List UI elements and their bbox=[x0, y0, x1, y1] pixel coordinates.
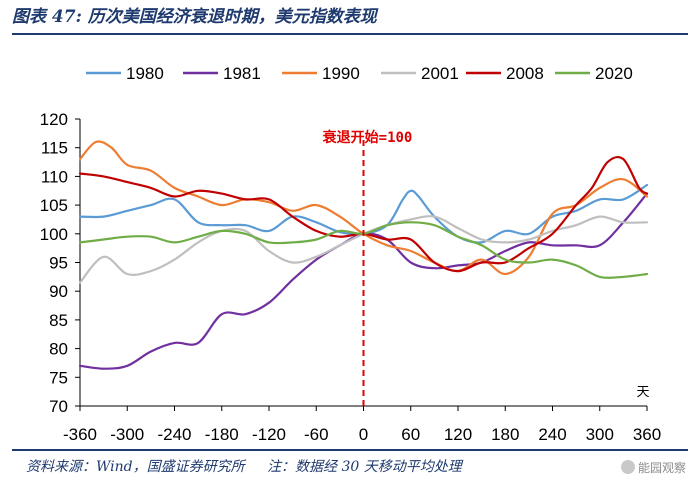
y-tick-label: 90 bbox=[49, 282, 68, 301]
chart-title: 图表 47: 历次美国经济衰退时期，美元指数表现 bbox=[12, 7, 377, 27]
y-tick-label: 70 bbox=[49, 397, 68, 416]
x-axis-unit-label: 天 bbox=[636, 385, 649, 400]
y-tick-label: 95 bbox=[49, 254, 68, 273]
watermark: 能园观察 bbox=[620, 456, 686, 480]
y-tick-label: 105 bbox=[40, 196, 68, 215]
x-tick-label: 0 bbox=[359, 425, 368, 444]
legend: 1980 1981 1990 2001 2008 2020 bbox=[86, 64, 633, 83]
y-tick-label: 100 bbox=[40, 225, 68, 244]
x-tick-label: 120 bbox=[444, 425, 472, 444]
title-rule bbox=[12, 33, 688, 35]
note-text: 注：数据经 30 天移动平均处理 bbox=[267, 459, 462, 475]
y-tick-label: 85 bbox=[49, 311, 68, 330]
x-tick-label: -300 bbox=[110, 425, 144, 444]
x-tick-label: -240 bbox=[157, 425, 191, 444]
footer-rule bbox=[12, 449, 688, 451]
x-tick-label: 180 bbox=[491, 425, 519, 444]
x-tick-label: 300 bbox=[586, 425, 614, 444]
source-text: 资料来源：Wind，国盛证券研究所 bbox=[26, 459, 245, 475]
y-tick-label: 110 bbox=[41, 167, 68, 186]
legend-label-2020: 2020 bbox=[595, 64, 633, 83]
annotation-label: 衰退开始=100 bbox=[322, 129, 413, 146]
series-line-2008 bbox=[78, 155, 649, 273]
x-tick-label: 240 bbox=[538, 425, 566, 444]
legend-label-1980: 1980 bbox=[126, 64, 164, 83]
wechat-icon bbox=[620, 460, 635, 474]
x-tick-label: 360 bbox=[633, 425, 661, 444]
y-tick-label: 115 bbox=[41, 139, 68, 158]
y-tick-label: 75 bbox=[49, 368, 68, 387]
y-tick-label: 120 bbox=[40, 110, 68, 129]
series-line-1990 bbox=[78, 140, 649, 276]
x-tick-label: -180 bbox=[205, 425, 239, 444]
x-tick-label: 60 bbox=[401, 425, 420, 444]
annotation-layer: 衰退开始=100 bbox=[322, 129, 413, 406]
legend-label-2008: 2008 bbox=[506, 64, 544, 83]
x-tick-label: -120 bbox=[252, 425, 286, 444]
watermark-text: 能园观察 bbox=[637, 461, 686, 475]
y-tick-label: 80 bbox=[49, 340, 68, 359]
legend-label-1981: 1981 bbox=[223, 64, 261, 83]
legend-label-1990: 1990 bbox=[322, 64, 360, 83]
footer: 资料来源：Wind，国盛证券研究所 注：数据经 30 天移动平均处理 bbox=[26, 454, 686, 480]
x-tick-label: -60 bbox=[304, 425, 329, 444]
legend-label-2001: 2001 bbox=[421, 64, 459, 83]
x-tick-label: -360 bbox=[63, 425, 97, 444]
